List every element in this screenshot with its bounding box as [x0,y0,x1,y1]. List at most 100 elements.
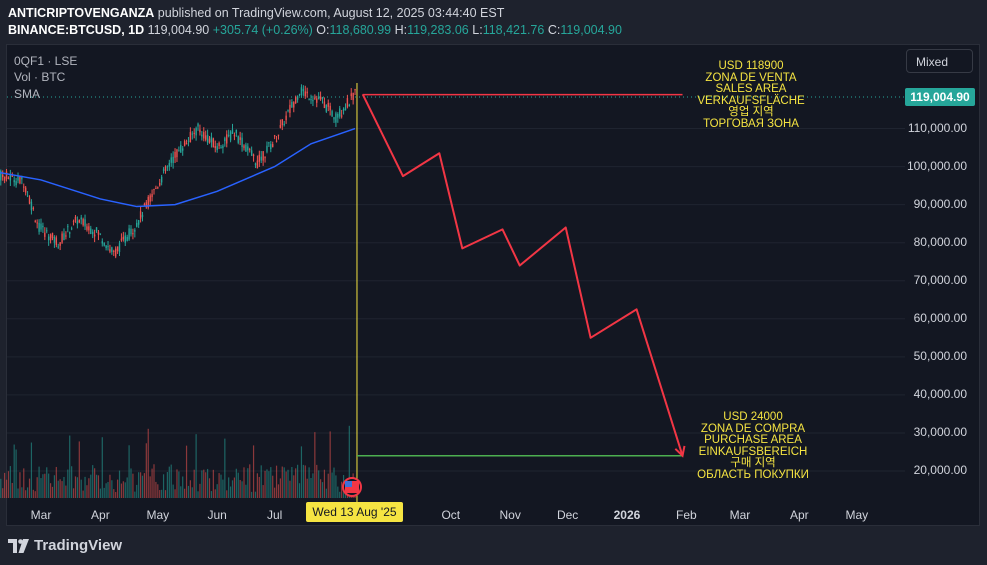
volume-bar [287,469,289,498]
buy-anno-line: 구매 지역 [730,457,776,469]
candle-body [72,221,75,223]
volume-bar [161,489,163,498]
volume-bar [101,437,103,498]
candle-body [243,145,245,149]
sell-anno-line: VERKAUFSFLÄCHE [697,94,805,107]
candle-body [153,189,155,191]
candle-body [273,135,276,137]
buy-anno-line: ZONA DE COMPRA [700,422,806,435]
y-tick-label: 30,000.00 [913,424,967,439]
candle-body [61,233,63,243]
candle-body [180,144,182,153]
candle-body [226,134,228,144]
volume-bar [339,491,341,498]
candle-body [99,233,102,235]
candle-body [254,163,257,166]
candle-body [109,249,111,252]
volume-bar [203,469,205,498]
volume-bar [170,464,172,498]
candle-body [249,149,251,151]
candle-body [120,238,123,241]
candle-body [86,226,88,230]
candle-body [82,219,84,226]
volume-bar [151,468,153,498]
volume-bar [348,425,350,498]
volume-bar [187,485,190,498]
volume-bar [25,490,27,498]
candle-body [19,176,21,184]
x-tick-label: Mar [30,508,52,522]
volume-bar [86,485,88,498]
volume-bar [153,464,155,498]
candle-body [7,177,10,179]
candle-body [57,246,59,248]
candle-body [132,232,134,235]
candle-body [352,92,354,101]
volume-bar [139,472,142,498]
candle-body [279,125,282,128]
candle-body [168,163,171,167]
volume-bar [281,466,283,498]
candle-body [107,246,109,248]
legend-volume[interactable]: Vol · BTC [14,70,66,84]
scale-mode-button[interactable]: Mixed [906,49,973,73]
candle-body [92,231,94,235]
volume-bar [28,478,31,498]
candle-body [36,222,38,224]
legend-symbol[interactable]: 0QF1 · LSE [14,54,78,68]
volume-bar [331,472,333,498]
candle-body [289,104,291,113]
candle-body [84,219,86,227]
y-tick-label: 90,000.00 [913,196,967,211]
chart-pane[interactable] [6,44,980,526]
candle-body [2,174,4,178]
candle-body [191,133,193,135]
candle-body [185,143,188,145]
candle-body [141,214,144,218]
candle-body [13,180,15,183]
volume-bar [164,490,167,498]
y-tick-label: 100,000.00 [906,158,967,173]
price-change: +305.74 (+0.26%) [212,23,313,37]
candle-body [306,91,308,94]
footer-bar [0,526,987,565]
candle-body [59,242,61,246]
chart-header: ANTICRIPTOVENGANZA published on TradingV… [0,0,987,44]
volume-bar [9,466,11,498]
candle-body [42,225,44,228]
volume-bar [113,489,115,498]
volume-bar [36,477,38,498]
volume-bar [205,472,207,498]
volume-bar [128,445,130,498]
volume-bar [256,473,258,498]
sell-anno-line: USD 118900 [718,60,784,72]
volume-bar [120,483,123,498]
candle-body [281,119,283,126]
buy-anno-line: USD 24000 [723,411,783,423]
volume-bar [162,474,165,498]
close-value: 119,004.90 [560,23,622,37]
volume-bar [266,469,268,498]
author-name[interactable]: ANTICRIPTOVENGANZA [8,6,155,20]
volume-bar [318,470,320,498]
volume-bar [268,471,270,498]
volume-bar [228,477,230,498]
candle-body [174,151,176,158]
volume-bar [107,481,109,498]
legend-sma[interactable]: SMA [14,87,41,101]
published-text: published on TradingView.com, August 12,… [157,6,505,20]
volume-bar [182,476,184,498]
tradingview-logo[interactable]: TradingView [8,537,122,554]
candle-body [245,144,247,152]
volume-bar [136,484,138,498]
candle-body [137,220,140,225]
volume-bar [210,491,213,498]
candle-body [183,141,186,146]
candle-body [344,107,347,111]
volume-bar [235,468,237,498]
candle-body [78,219,80,223]
symbol-label[interactable]: BINANCE:BTCUSD, 1D [8,23,145,37]
volume-bar [134,491,136,498]
volume-bar [67,469,69,498]
